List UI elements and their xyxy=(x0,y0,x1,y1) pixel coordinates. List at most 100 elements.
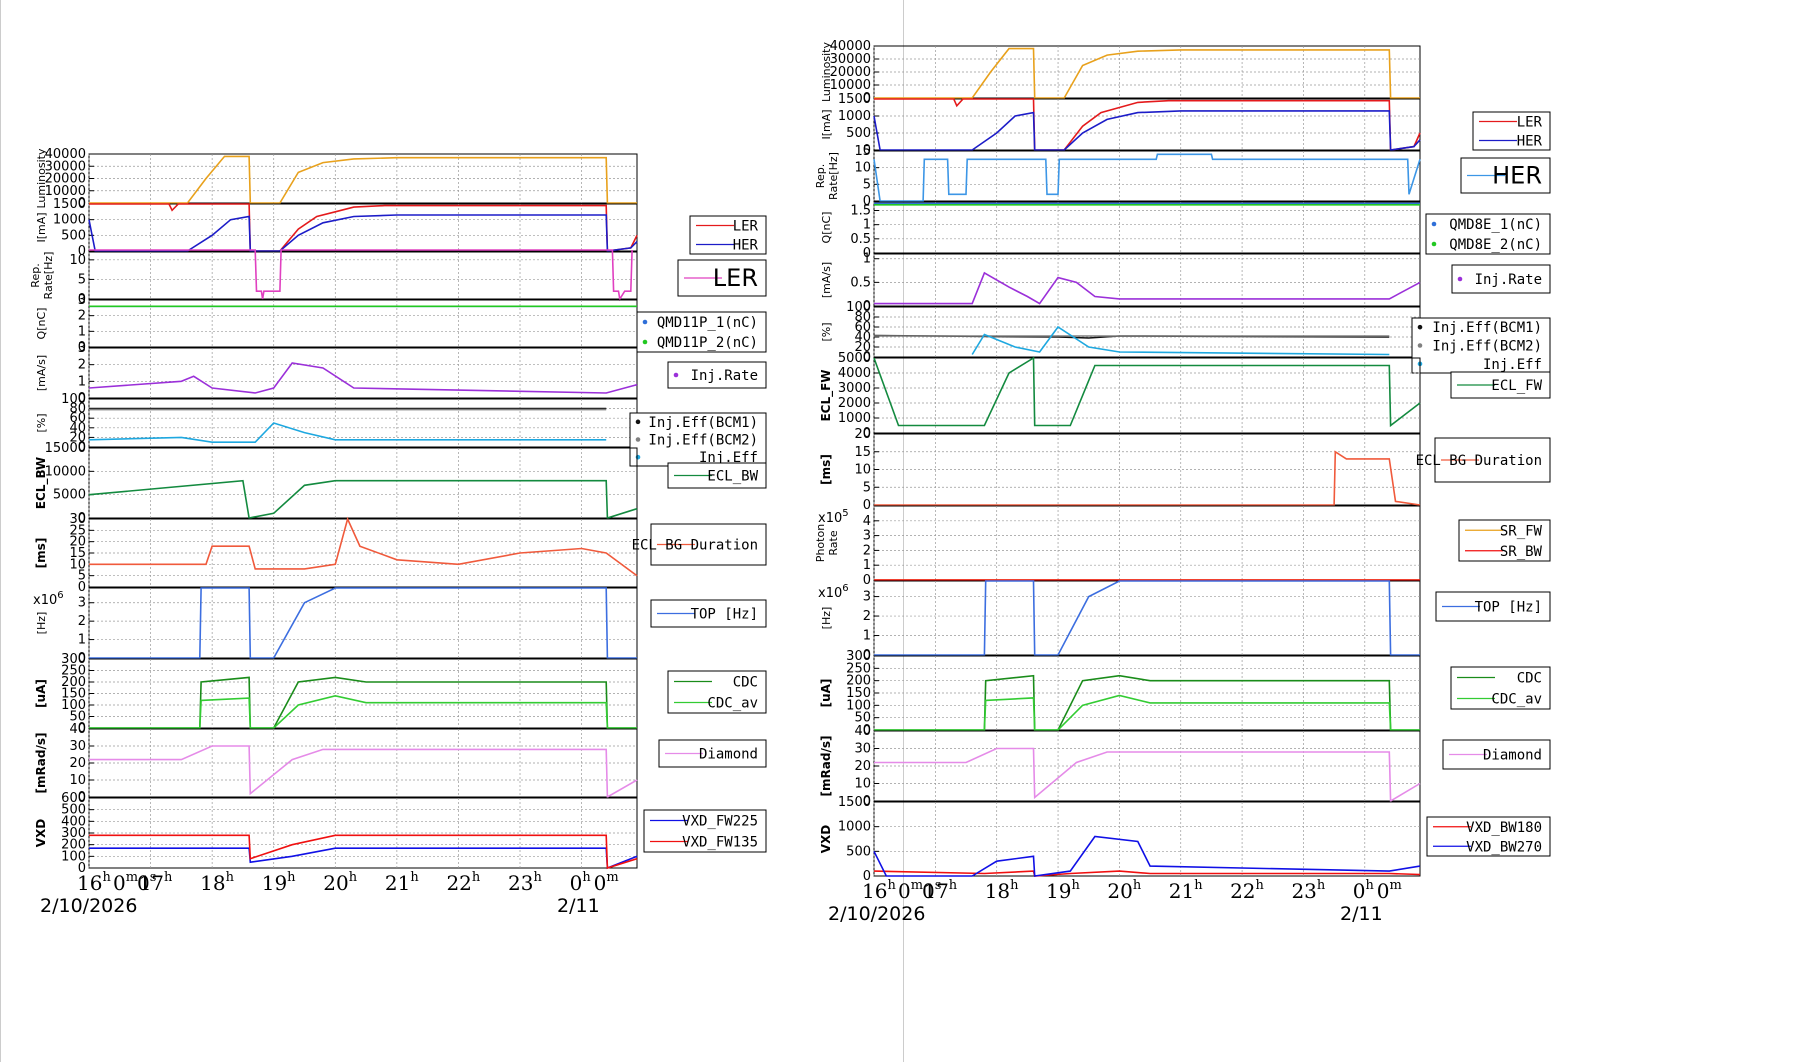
y-tick-label: 400 xyxy=(61,814,86,829)
series-line xyxy=(874,674,1420,731)
y-tick-label: 0 xyxy=(78,651,86,666)
y-axis-label: [Hz] xyxy=(35,612,48,635)
y-axis-label: Rate xyxy=(827,530,840,555)
series-line xyxy=(874,450,1421,506)
series-line xyxy=(874,747,1421,803)
y-tick-label: 30000 xyxy=(45,159,86,174)
y-tick-label: 1 xyxy=(78,324,86,339)
legend-label: ECL_BW xyxy=(707,469,758,485)
y-axis-label: [uA] xyxy=(34,679,48,708)
legend-label: Inj.Eff xyxy=(699,450,758,466)
y-tick-label: 1 xyxy=(863,252,871,267)
legend-label: LER xyxy=(1517,115,1543,131)
legend-label: QMD8E_2(nC) xyxy=(1449,237,1542,253)
legend-box xyxy=(1435,591,1551,622)
legend-label: TOP [Hz] xyxy=(1475,600,1542,616)
y-tick-label: 150 xyxy=(846,686,871,701)
subplot-frame xyxy=(873,98,1421,151)
y-tick-label: 3 xyxy=(78,341,86,356)
y-tick-label: 10 xyxy=(854,161,871,176)
y-tick-label: 4000 xyxy=(838,366,871,381)
series-line xyxy=(89,587,637,659)
legend-label: LER xyxy=(733,219,759,235)
x-axis-end-date: 2/11 xyxy=(1340,903,1383,925)
legend-label: HER xyxy=(1517,134,1543,150)
y-tick-label: 1000 xyxy=(838,411,871,426)
legend-box xyxy=(629,412,767,467)
y-tick-label: 0 xyxy=(78,861,86,876)
panel-divider xyxy=(903,0,904,1062)
y-tick-label: 5 xyxy=(863,480,871,495)
y-tick-label: 20 xyxy=(69,535,86,550)
y-tick-label: 15 xyxy=(69,546,86,561)
legend-label: LER xyxy=(713,264,758,292)
y-tick-label: 0 xyxy=(863,91,871,106)
series-line xyxy=(89,203,638,252)
legend-marker xyxy=(1417,343,1423,348)
y-tick-label: 0 xyxy=(863,246,871,261)
y-tick-label: 0 xyxy=(863,573,871,588)
subplot-frame xyxy=(88,347,638,399)
legend-marker xyxy=(673,372,679,378)
x-tick-label: 21h xyxy=(1169,878,1203,903)
legend-box xyxy=(1425,213,1551,255)
series-line xyxy=(873,153,1421,202)
legend-label: Inj.Eff(BCM1) xyxy=(648,415,758,431)
y-tick-label: 80 xyxy=(854,310,871,325)
y-tick-label: 1000 xyxy=(838,820,871,835)
y-axis-label: [ms] xyxy=(34,538,48,569)
y-tick-label: 30 xyxy=(69,739,86,754)
y-tick-label: 1000 xyxy=(53,213,86,228)
y-tick-label: 3000 xyxy=(838,381,871,396)
legend-label: HER xyxy=(733,238,759,254)
y-tick-label: 5 xyxy=(78,569,86,584)
legend-label: ECL BG Duration xyxy=(632,538,758,554)
x-tick-label: 17h xyxy=(923,878,957,903)
y-axis-label: Q[nC] xyxy=(820,212,833,244)
y-tick-label: 3 xyxy=(78,596,86,611)
y-tick-label: 500 xyxy=(61,228,86,243)
legend-label: Inj.Eff(BCM1) xyxy=(1432,320,1542,336)
y-tick-label: 5000 xyxy=(838,351,871,366)
y-tick-label: 20000 xyxy=(830,65,871,80)
y-tick-label: 500 xyxy=(846,844,871,859)
y-tick-label: 200 xyxy=(61,838,86,853)
x-tick-label: 0m xyxy=(113,870,138,895)
y-tick-label: 500 xyxy=(61,803,86,818)
y-tick-label: 10 xyxy=(69,253,86,268)
legend-box xyxy=(643,809,767,853)
y-tick-label: 30000 xyxy=(830,52,871,67)
subplot-frame xyxy=(873,505,1421,581)
series-line xyxy=(873,870,1421,877)
legend-marker xyxy=(1457,276,1463,282)
subplot-frame xyxy=(88,447,638,519)
x-tick-label: 23h xyxy=(508,870,542,895)
y-tick-label: 20000 xyxy=(45,172,86,187)
legend-box xyxy=(689,215,767,255)
y-tick-label: 10000 xyxy=(45,184,86,199)
x-tick-label: 0h xyxy=(1353,878,1375,903)
y-tick-label: 60 xyxy=(69,411,86,426)
series-line xyxy=(874,271,1421,305)
y-tick-label: 20 xyxy=(854,340,871,355)
legend-label: SR_BW xyxy=(1500,544,1543,560)
subplot-frame xyxy=(88,251,638,300)
y-tick-label: 40000 xyxy=(45,147,86,162)
y-tick-label: 10000 xyxy=(830,78,871,93)
y-tick-label: 0 xyxy=(863,426,871,441)
y-tick-label: 2000 xyxy=(838,396,871,411)
y-tick-label: 0 xyxy=(863,723,871,738)
legend-marker xyxy=(1431,241,1437,247)
legend-label: Inj.Eff(BCM2) xyxy=(1432,339,1542,355)
legend-label: Inj.Eff(BCM2) xyxy=(648,433,758,449)
legend-label: SR_FW xyxy=(1500,523,1543,539)
y-tick-label: 1500 xyxy=(838,795,871,810)
y-tick-label: 10 xyxy=(854,777,871,792)
legend-marker xyxy=(642,319,648,325)
x-tick-label: 0m xyxy=(594,870,619,895)
y-axis-label: ECL_FW xyxy=(819,369,834,421)
y-tick-label: 1 xyxy=(78,633,86,648)
legend-label: ECL BG Duration xyxy=(1416,453,1542,469)
y-tick-label: 1500 xyxy=(53,197,86,212)
y-axis-label: [mA/s] xyxy=(35,355,48,391)
